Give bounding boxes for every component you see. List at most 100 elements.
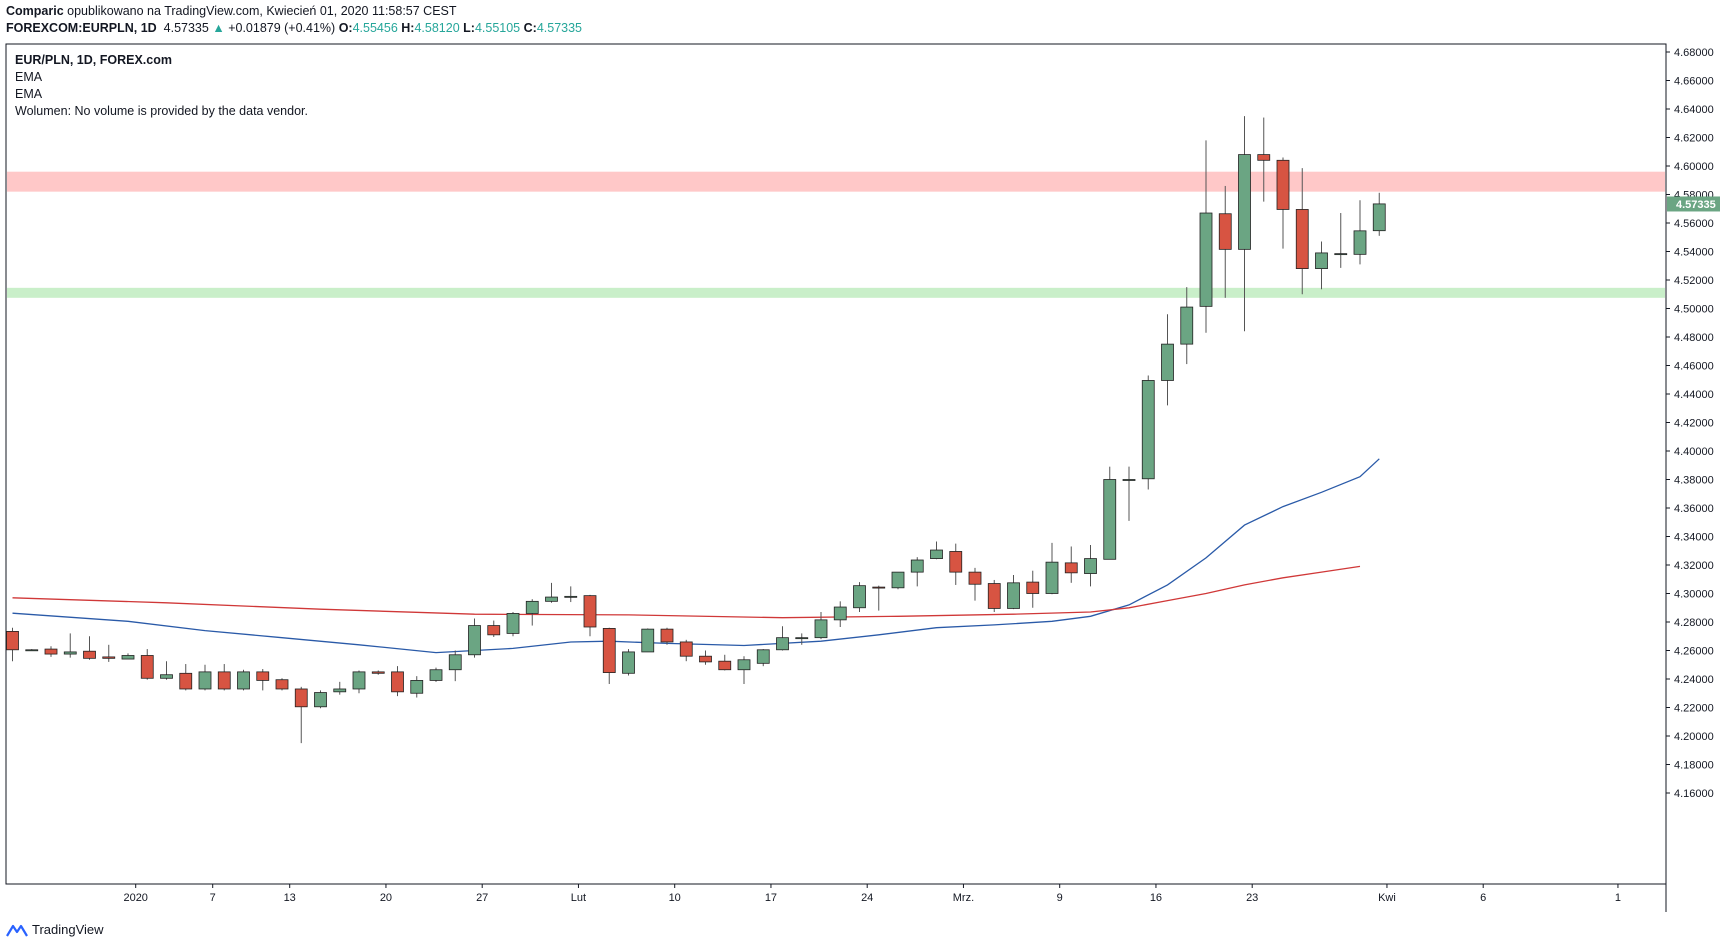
- candle[interactable]: [468, 618, 481, 658]
- candle[interactable]: [140, 649, 154, 680]
- candle[interactable]: [1180, 287, 1194, 365]
- candle[interactable]: [1007, 574, 1020, 610]
- candle[interactable]: [25, 649, 39, 652]
- ema-slow-line: [12, 565, 1361, 619]
- candle[interactable]: [333, 681, 347, 695]
- candle[interactable]: [256, 669, 270, 691]
- candle[interactable]: [83, 636, 96, 660]
- candle[interactable]: [679, 639, 693, 662]
- candle[interactable]: [121, 653, 135, 660]
- candle[interactable]: [814, 612, 828, 640]
- candle[interactable]: [987, 579, 1001, 613]
- candle[interactable]: [506, 612, 520, 637]
- candle[interactable]: [564, 586, 578, 603]
- candle[interactable]: [795, 633, 809, 645]
- price-tick-label: 4.54000: [1674, 247, 1714, 259]
- candle[interactable]: [853, 582, 866, 613]
- candles-layer[interactable]: [6, 116, 1386, 744]
- candle[interactable]: [833, 601, 847, 627]
- candle[interactable]: [641, 628, 655, 653]
- candle[interactable]: [1295, 168, 1309, 295]
- candle[interactable]: [237, 669, 250, 691]
- candle[interactable]: [6, 627, 19, 662]
- candle[interactable]: [179, 664, 193, 691]
- candle[interactable]: [776, 626, 789, 651]
- candle[interactable]: [622, 649, 635, 676]
- time-tick-label: 6: [1480, 892, 1486, 904]
- candle[interactable]: [949, 543, 963, 585]
- candle[interactable]: [1257, 117, 1271, 202]
- candle[interactable]: [63, 633, 77, 658]
- price-tick-label: 4.26000: [1674, 646, 1714, 658]
- price-tick-label: 4.20000: [1674, 731, 1714, 743]
- tradingview-logo[interactable]: TradingView: [6, 922, 104, 937]
- candle[interactable]: [910, 557, 924, 587]
- candle[interactable]: [525, 599, 539, 626]
- legend-ema-2[interactable]: EMA: [15, 87, 43, 101]
- price-tick-label: 4.44000: [1674, 389, 1714, 401]
- candle[interactable]: [545, 582, 558, 603]
- candle-body: [6, 631, 19, 651]
- candle[interactable]: [968, 567, 982, 601]
- candle[interactable]: [737, 656, 751, 684]
- candle[interactable]: [429, 667, 443, 682]
- candle-body: [602, 628, 616, 673]
- candle[interactable]: [1276, 157, 1290, 249]
- candle-body: [1007, 582, 1020, 609]
- candle[interactable]: [1161, 314, 1174, 406]
- close-label: C:: [523, 21, 537, 35]
- candle[interactable]: [602, 627, 616, 684]
- time-axis[interactable]: 2020 7 13 20 27 Lut 10 17 24 Mrz. 9 16 23 Kwi 6 1: [123, 884, 1621, 904]
- candle[interactable]: [1199, 140, 1213, 333]
- close-value: 4.57335: [536, 21, 583, 35]
- zones-layer: [7, 171, 1665, 298]
- candle[interactable]: [583, 594, 597, 637]
- candle[interactable]: [160, 661, 173, 680]
- candle[interactable]: [44, 646, 58, 657]
- candle[interactable]: [198, 664, 212, 691]
- candle[interactable]: [1122, 466, 1136, 521]
- candle[interactable]: [872, 585, 886, 611]
- candle[interactable]: [275, 678, 289, 691]
- candle[interactable]: [314, 690, 327, 709]
- candle-body: [468, 625, 481, 656]
- candle[interactable]: [352, 670, 366, 694]
- candle-body: [1141, 380, 1155, 480]
- candle-body: [237, 671, 250, 690]
- candle[interactable]: [1064, 546, 1078, 583]
- chart-legend: EUR/PLN, 1D, FOREX.com EMA EMA Wolumen: …: [15, 52, 308, 120]
- candle[interactable]: [391, 666, 404, 697]
- candle[interactable]: [699, 650, 712, 665]
- candle[interactable]: [1103, 466, 1117, 560]
- candle[interactable]: [891, 571, 905, 590]
- candle[interactable]: [1045, 542, 1059, 595]
- candle[interactable]: [930, 541, 943, 560]
- candle[interactable]: [371, 670, 385, 675]
- candle[interactable]: [1026, 570, 1040, 608]
- price-tick-label: 4.68000: [1674, 47, 1714, 59]
- candle[interactable]: [1334, 213, 1348, 268]
- candle[interactable]: [1218, 185, 1232, 298]
- candle[interactable]: [1353, 200, 1367, 265]
- price-tick-label: 4.66000: [1674, 76, 1714, 88]
- candle[interactable]: [1084, 545, 1097, 587]
- legend-ema-1[interactable]: EMA: [15, 70, 43, 84]
- price-axis[interactable]: 4.680004.660004.640004.620004.600004.580…: [1666, 47, 1714, 800]
- candle[interactable]: [102, 644, 116, 662]
- candle[interactable]: [217, 664, 231, 691]
- candle[interactable]: [718, 654, 732, 671]
- time-tick-label: 24: [861, 892, 873, 904]
- candle[interactable]: [410, 676, 424, 698]
- candle-body: [756, 649, 770, 664]
- candle[interactable]: [1315, 241, 1328, 290]
- candle[interactable]: [1238, 116, 1251, 332]
- candle[interactable]: [660, 627, 674, 645]
- candle[interactable]: [448, 650, 462, 682]
- candle[interactable]: [756, 649, 770, 667]
- open-label: O:: [338, 21, 353, 35]
- candle[interactable]: [487, 620, 501, 637]
- candle[interactable]: [1372, 192, 1386, 236]
- candle[interactable]: [294, 686, 308, 744]
- candle[interactable]: [1141, 375, 1155, 490]
